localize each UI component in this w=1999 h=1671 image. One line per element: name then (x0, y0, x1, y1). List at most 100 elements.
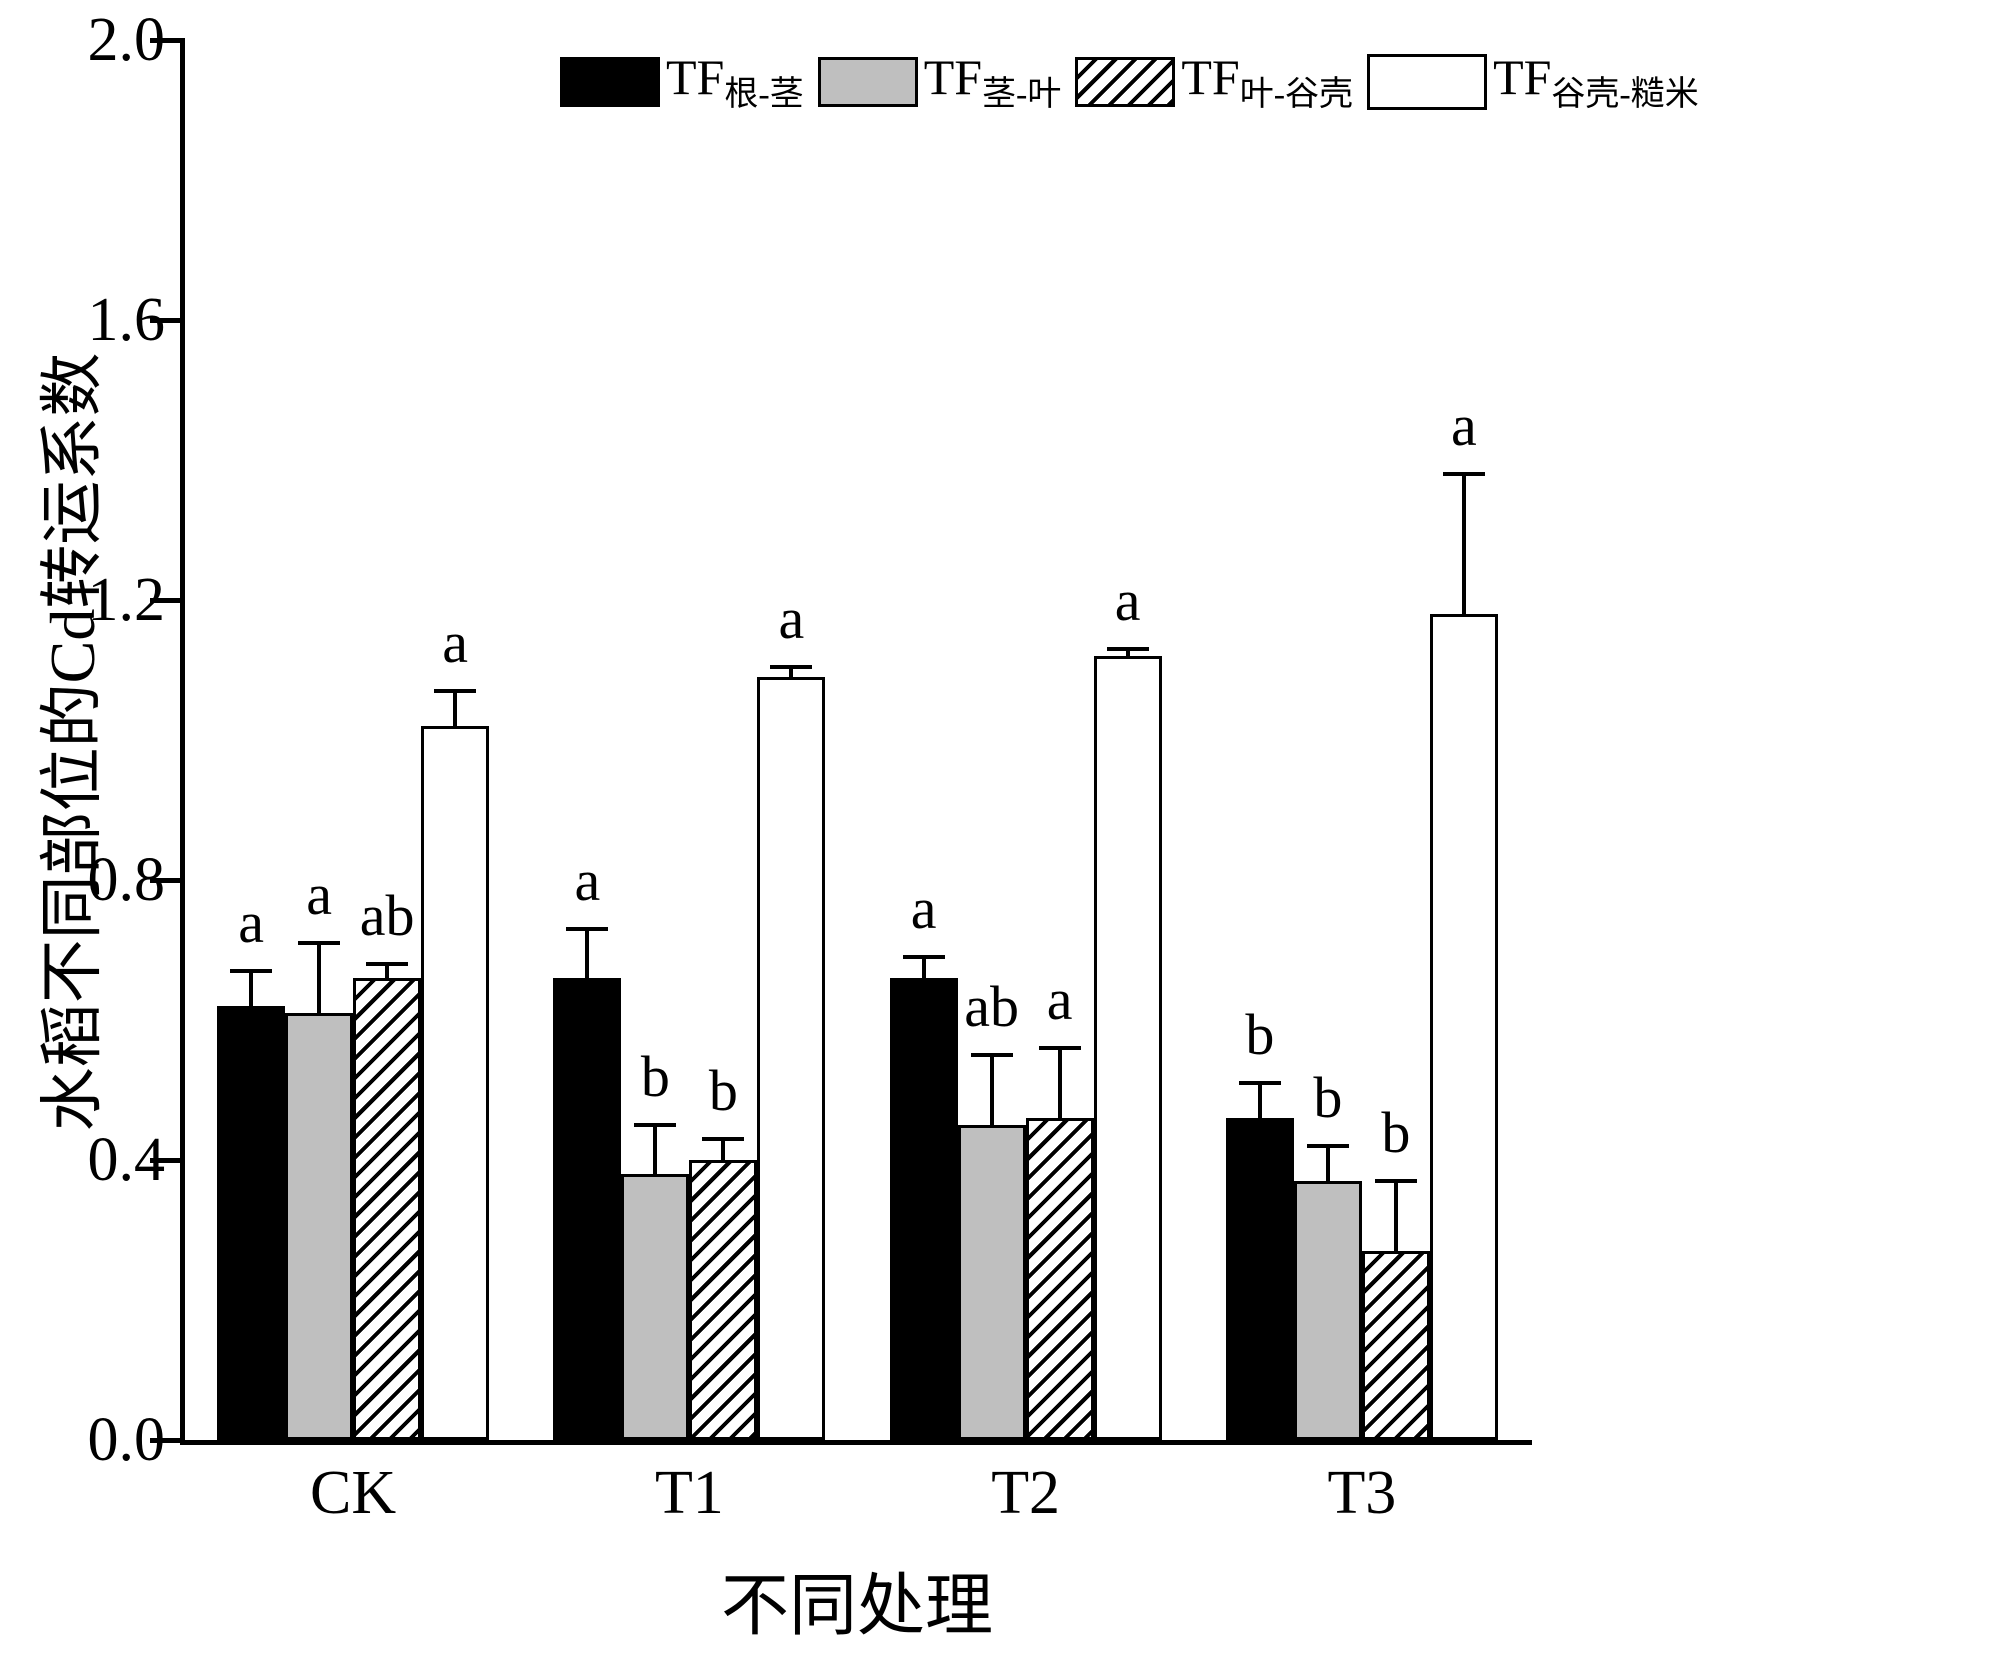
bar-TF叶-谷壳-T1 (689, 1160, 758, 1440)
error-bar-line (1325, 1146, 1330, 1181)
legend-item: TF叶-谷壳 (1075, 48, 1353, 115)
y-axis-tick-label: 0.4 (87, 1126, 166, 1194)
bar-TF谷壳-糙米-T2 (1093, 656, 1162, 1440)
error-bar-line (453, 691, 458, 726)
y-axis-line (180, 38, 185, 1445)
chart-legend: TF根-茎 TF茎-叶 TF叶-谷壳 TF谷壳-糙米 (560, 48, 1699, 115)
error-bar-line (653, 1125, 658, 1174)
plot-area: a a a b a b ab b ab b a b a a a a (185, 40, 1530, 1440)
bar-TF根-茎-T1 (553, 978, 622, 1440)
legend-label-subscript: 根-茎 (724, 76, 804, 113)
error-bar-cap (1374, 1179, 1417, 1183)
y-axis-tick-label: 0.8 (87, 846, 166, 914)
y-axis-tick (150, 37, 180, 43)
error-bar-line (921, 957, 926, 978)
significance-letter: ab (964, 974, 1019, 1039)
bar-TF根-茎-T3 (1225, 1118, 1294, 1440)
legend-swatch-gray (817, 56, 918, 107)
x-category-label: T3 (1327, 1459, 1397, 1527)
legend-swatch-black (560, 56, 660, 107)
error-bar-cap (566, 927, 609, 931)
legend-swatch-hatch (1075, 56, 1176, 107)
legend-label-prefix: TF (1493, 49, 1552, 105)
bar-TF茎-叶-T1 (621, 1174, 690, 1440)
y-axis-tick (150, 1157, 180, 1163)
y-axis-tick-label: 1.6 (87, 286, 166, 354)
bar-TF根-茎-CK (217, 1006, 286, 1440)
legend-label-subscript: 谷壳-糙米 (1551, 76, 1699, 113)
bar-TF谷壳-糙米-CK (421, 726, 490, 1440)
legend-item: TF茎-叶 (817, 48, 1062, 115)
error-bar-cap (702, 1137, 745, 1141)
significance-letter: ab (359, 883, 415, 948)
bar-TF叶-谷壳-CK (353, 978, 422, 1440)
legend-label: TF茎-叶 (924, 48, 1062, 115)
error-bar-cap (1238, 1081, 1281, 1085)
x-category-label: T1 (654, 1459, 724, 1527)
legend-label-subscript: 茎-叶 (982, 76, 1062, 113)
error-bar-cap (1442, 472, 1485, 476)
legend-swatch-white (1367, 53, 1488, 110)
error-bar-line (385, 964, 390, 978)
bar-TF谷壳-糙米-T3 (1429, 614, 1498, 1440)
bar-TF谷壳-糙米-T1 (757, 677, 826, 1440)
error-bar-cap (434, 689, 477, 693)
error-bar-line (585, 929, 590, 978)
error-bar-line (789, 666, 794, 677)
significance-letter: b (1313, 1065, 1343, 1130)
error-bar-line (1393, 1181, 1398, 1251)
error-bar-line (721, 1139, 726, 1160)
y-axis-tick-label: 2.0 (87, 6, 166, 74)
significance-letter: b (1245, 1002, 1275, 1067)
significance-letter: a (1451, 393, 1477, 458)
error-bar-line (1125, 649, 1130, 656)
error-bar-line (1057, 1048, 1062, 1118)
significance-letter: a (442, 610, 468, 675)
error-bar-cap (634, 1123, 677, 1127)
error-bar-line (989, 1055, 994, 1125)
error-bar-cap (366, 962, 409, 966)
error-bar-cap (1038, 1046, 1081, 1050)
legend-item: TF谷壳-糙米 (1367, 48, 1699, 115)
significance-letter: a (1046, 967, 1073, 1032)
error-bar-cap (298, 941, 341, 945)
x-category-label: T2 (991, 1459, 1061, 1527)
significance-letter: b (1381, 1100, 1411, 1165)
bar-TF根-茎-T2 (889, 978, 958, 1440)
legend-label-prefix: TF (1181, 49, 1240, 105)
significance-letter: a (910, 876, 937, 941)
error-bar-line (317, 943, 322, 1013)
y-axis-tick (150, 877, 180, 883)
significance-letter: a (778, 585, 805, 651)
error-bar-cap (230, 969, 273, 973)
y-axis-tick (150, 597, 180, 603)
x-axis-line (180, 1440, 1532, 1445)
legend-label-prefix: TF (923, 49, 983, 105)
y-axis-tick-label: 0.0 (87, 1406, 166, 1474)
legend-item: TF根-茎 (560, 48, 804, 115)
error-bar-cap (970, 1053, 1013, 1057)
legend-label: TF叶-谷壳 (1181, 48, 1353, 115)
legend-label: TF根-茎 (666, 48, 804, 115)
error-bar-cap (1306, 1144, 1349, 1148)
bar-TF茎-叶-T3 (1293, 1181, 1362, 1440)
legend-label-prefix: TF (666, 49, 725, 105)
significance-letter: a (1114, 568, 1141, 633)
y-axis-tick (150, 317, 180, 323)
error-bar-cap (770, 664, 813, 669)
y-axis-tick (150, 1437, 180, 1443)
legend-label-subscript: 叶-谷壳 (1239, 76, 1354, 113)
error-bar-line (249, 971, 254, 1006)
error-bar-cap (902, 955, 945, 959)
significance-letter: b (640, 1044, 670, 1109)
x-axis-title: 不同处理 (720, 1568, 993, 1644)
legend-label: TF谷壳-糙米 (1493, 48, 1699, 115)
bar-TF茎-叶-CK (285, 1013, 354, 1440)
error-bar-line (1257, 1083, 1262, 1118)
significance-letter: b (708, 1058, 738, 1123)
significance-letter: a (574, 848, 601, 913)
error-bar-cap (1106, 647, 1149, 651)
significance-letter: a (306, 862, 332, 927)
x-category-label: CK (310, 1459, 397, 1527)
